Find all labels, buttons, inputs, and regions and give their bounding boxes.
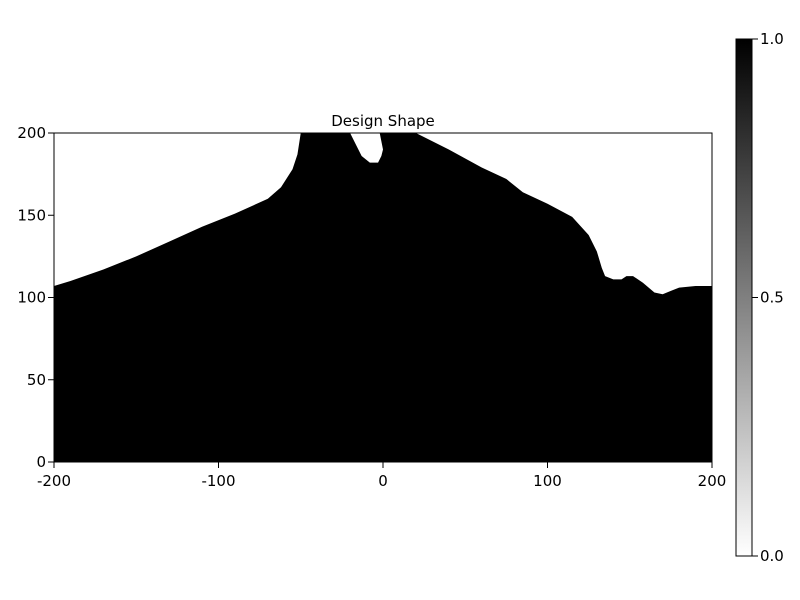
x-tick-label: -100 bbox=[201, 472, 235, 490]
chart-title: Design Shape bbox=[331, 112, 435, 130]
x-tick-label: 100 bbox=[533, 472, 562, 490]
x-axis: -200 -100 0 100 200 bbox=[37, 462, 726, 490]
colorbar-tick-label: 0.0 bbox=[760, 547, 784, 565]
colorbar: 0.0 0.5 1.0 bbox=[735, 30, 784, 565]
colorbar-tick-label: 0.5 bbox=[760, 289, 784, 307]
colorbar-ticks: 0.0 0.5 1.0 bbox=[752, 30, 784, 565]
colorbar-tick-label: 1.0 bbox=[760, 30, 784, 48]
y-tick-label: 100 bbox=[17, 289, 46, 307]
y-tick-label: 150 bbox=[17, 206, 46, 224]
x-tick-label: -200 bbox=[37, 472, 71, 490]
colorbar-gradient bbox=[735, 38, 753, 557]
y-tick-label: 200 bbox=[17, 124, 46, 142]
y-tick-label: 0 bbox=[36, 453, 46, 471]
x-tick-label: 200 bbox=[698, 472, 727, 490]
filled-design-region bbox=[54, 133, 712, 462]
x-tick-label: 0 bbox=[378, 472, 388, 490]
y-axis: 0 50 100 150 200 bbox=[17, 124, 54, 471]
plot-area bbox=[53, 132, 713, 463]
y-tick-label: 50 bbox=[27, 371, 46, 389]
